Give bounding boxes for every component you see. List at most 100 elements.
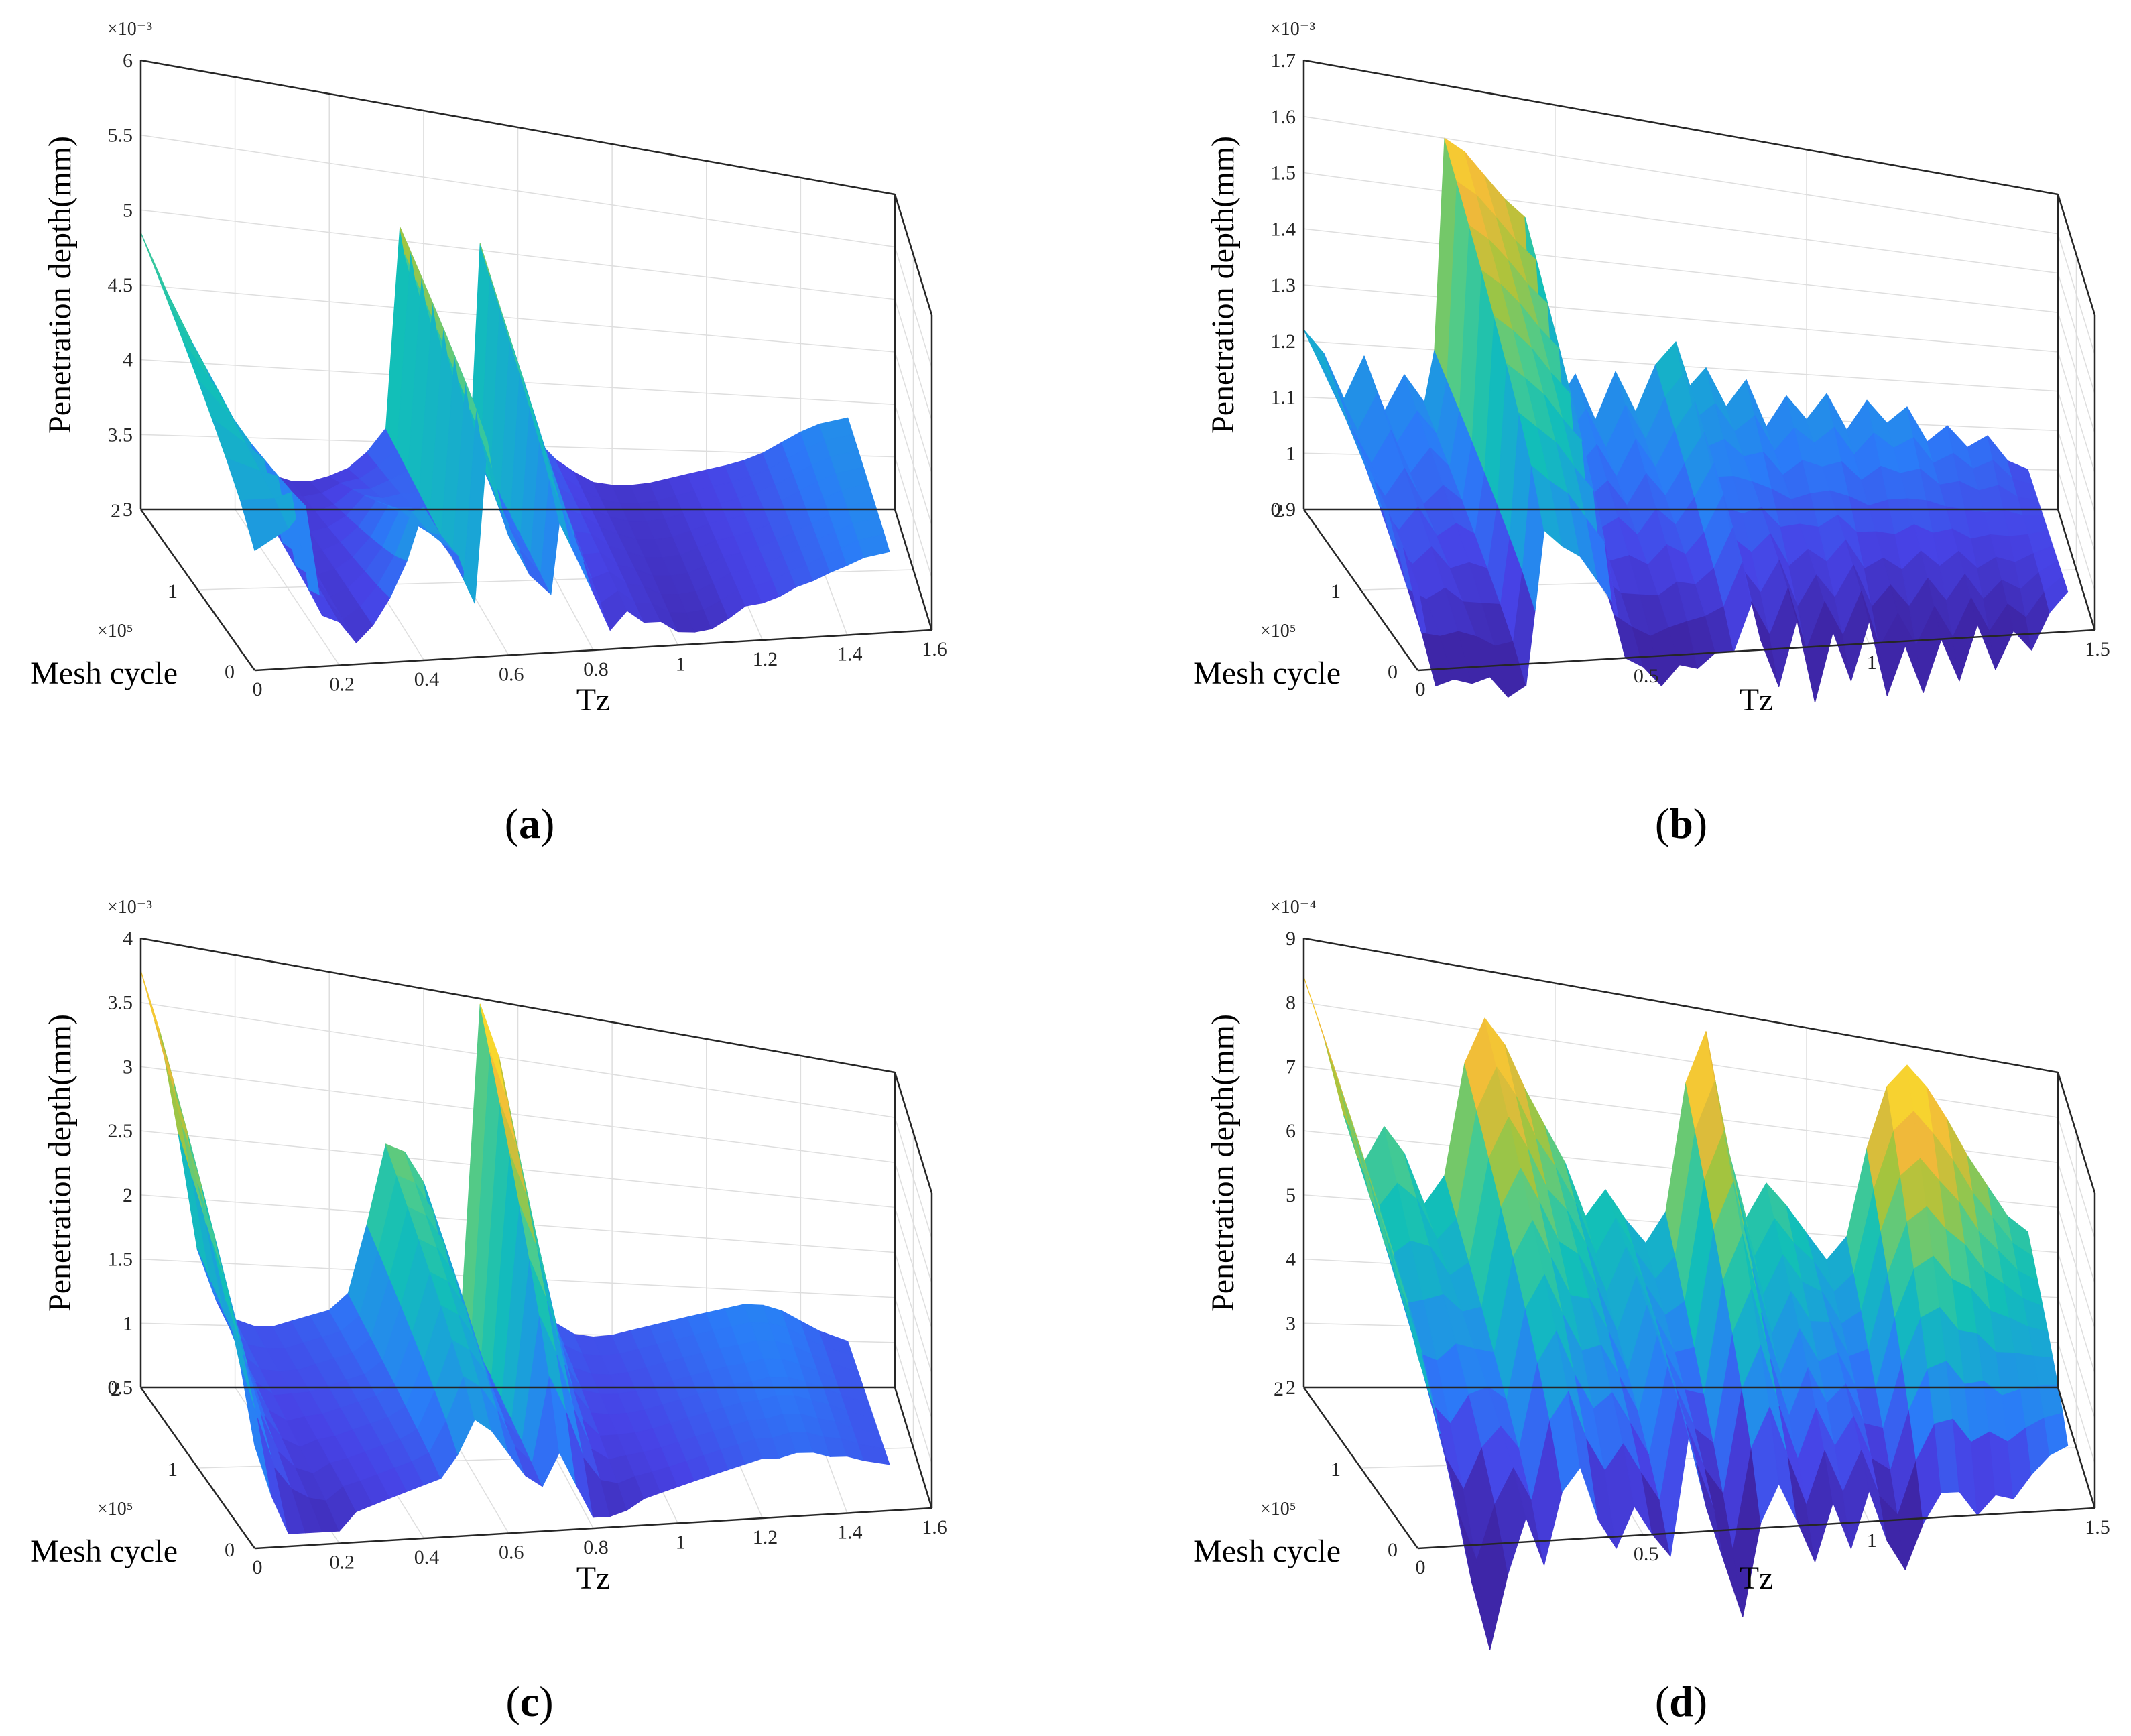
back-top-edge bbox=[1303, 59, 2059, 196]
right-top-edge bbox=[894, 1072, 933, 1194]
x-tick-label: 0.2 bbox=[330, 674, 355, 696]
z-gridline bbox=[140, 209, 932, 420]
axes-edges bbox=[139, 937, 933, 1550]
tick-labels: 0.5 1 1.5 2 2.5 3 3.5 4 0 0.2 0.4 0.6 0.8 1 1.2 1.4 1.6 0… bbox=[97, 897, 947, 1578]
back-top-edge bbox=[1303, 937, 2059, 1074]
z-gridline bbox=[1303, 116, 2095, 355]
x-tick-label: 1.6 bbox=[922, 638, 947, 660]
y-tick-label: 2 bbox=[111, 1378, 121, 1400]
z-tick-label: 4 bbox=[1286, 1249, 1296, 1271]
right-floor-edge bbox=[894, 1387, 933, 1509]
surface-patch bbox=[2044, 1412, 2069, 1456]
y-axis-line bbox=[1302, 1387, 1419, 1549]
x-tick-label: 1.5 bbox=[2085, 638, 2110, 660]
x-tick-label: 0.2 bbox=[330, 1552, 355, 1574]
x-tick-label: 0.8 bbox=[583, 658, 609, 680]
right-top-edge bbox=[894, 194, 933, 316]
x-axis-label: Tz bbox=[1740, 682, 1774, 718]
y-tick-label: 2 bbox=[1274, 500, 1284, 522]
z-tick-label: 1.5 bbox=[108, 1249, 133, 1271]
panel-d: 2 3 4 5 6 7 8 9 0 0.5 1 1.5 0 1 2 ×10⁻⁴ ×10⁵ Tz Mesh cycle… bbox=[1193, 897, 2110, 1650]
x-tick-label: 1.5 bbox=[2085, 1516, 2110, 1538]
right-floor-edge bbox=[2057, 1387, 2096, 1509]
x-tick-label: 1 bbox=[1867, 1530, 1877, 1552]
z-tick-label: 5 bbox=[1286, 1184, 1296, 1206]
x-tick-label: 1.2 bbox=[753, 648, 778, 670]
z-tick-label: 6 bbox=[123, 50, 133, 72]
y-tick-label: 1 bbox=[1331, 1459, 1341, 1481]
right-top-edge bbox=[2057, 194, 2096, 316]
x-tick-label: 1.4 bbox=[837, 643, 863, 666]
x-axis-label: Tz bbox=[576, 682, 611, 718]
z-axis-label: Penetration depth(mm) bbox=[42, 1014, 78, 1312]
z-axis-label: Penetration depth(mm) bbox=[1205, 136, 1241, 434]
surface-patch bbox=[858, 1443, 890, 1465]
z-tick-label: 1.2 bbox=[1271, 330, 1296, 353]
z-axis-label: Penetration depth(mm) bbox=[42, 136, 78, 434]
z-tick-label: 1.6 bbox=[1271, 106, 1296, 128]
z-gridline bbox=[140, 134, 932, 368]
z-gridline bbox=[140, 60, 932, 316]
surface bbox=[140, 970, 890, 1534]
tick-labels: 3 3.5 4 4.5 5 5.5 6 0 0.2 0.4 0.6 0.8 1 1.2 1.4 1.6 0 1 2 ×… bbox=[97, 19, 947, 700]
z-exponent: ×10⁻³ bbox=[107, 19, 152, 40]
y-tick-label: 0 bbox=[225, 661, 235, 683]
y-axis-label: Mesh cycle bbox=[30, 656, 178, 691]
y-exponent: ×10⁵ bbox=[97, 1499, 133, 1520]
back-top-edge bbox=[140, 59, 896, 196]
y-tick-label: 1 bbox=[1331, 580, 1341, 603]
y-tick-label: 2 bbox=[1274, 1378, 1284, 1400]
z-tick-label: 1.7 bbox=[1271, 50, 1296, 72]
y-tick-label: 0 bbox=[1388, 1539, 1398, 1561]
z-tick-label: 3.5 bbox=[108, 992, 133, 1014]
y-tick-label: 0 bbox=[1388, 661, 1398, 683]
x-tick-label: 0.6 bbox=[499, 1542, 524, 1564]
z-tick-label: 1.5 bbox=[1271, 162, 1296, 184]
x-tick-label: 0.5 bbox=[1634, 665, 1659, 687]
x-axis-line bbox=[254, 629, 932, 672]
z-exponent: ×10⁻³ bbox=[107, 897, 152, 918]
z-tick-label: 0.5 bbox=[108, 1377, 133, 1399]
z-exponent: ×10⁻³ bbox=[1270, 19, 1315, 40]
z-axis-label: Penetration depth(mm) bbox=[1205, 1014, 1241, 1312]
z-exponent: ×10⁻⁴ bbox=[1270, 897, 1316, 918]
surface bbox=[1303, 137, 2069, 703]
surface-patch bbox=[154, 267, 206, 369]
x-tick-label: 0 bbox=[253, 678, 263, 700]
y-tick-label: 0 bbox=[225, 1539, 235, 1561]
x-tick-label: 0.4 bbox=[414, 668, 440, 690]
right-floor-edge bbox=[894, 509, 933, 631]
x-axis-label: Tz bbox=[1740, 1560, 1774, 1596]
axes-edges bbox=[139, 59, 933, 672]
x-axis-line bbox=[1417, 629, 2095, 672]
z-tick-label: 1.1 bbox=[1271, 387, 1296, 409]
right-top-edge bbox=[2057, 1072, 2096, 1194]
x-tick-label: 0.5 bbox=[1634, 1543, 1659, 1565]
z-tick-label: 1.4 bbox=[1271, 218, 1296, 240]
z-tick-label: 2.5 bbox=[108, 1120, 133, 1142]
x-axis-line bbox=[1417, 1507, 2095, 1550]
y-axis-label: Mesh cycle bbox=[30, 1534, 178, 1569]
y-exponent: ×10⁵ bbox=[1260, 1499, 1296, 1520]
x-tick-label: 1.2 bbox=[753, 1526, 778, 1548]
y-axis-line bbox=[139, 509, 256, 671]
panel-a: 3 3.5 4 4.5 5 5.5 6 0 0.2 0.4 0.6 0.8 1 1.2 1.4 1.6 0 1 2 ×… bbox=[30, 19, 947, 718]
tick-labels: 2 3 4 5 6 7 8 9 0 0.5 1 1.5 0 1 2 ×10⁻⁴ ×10⁵ bbox=[1260, 897, 2110, 1578]
z-tick-label: 8 bbox=[1286, 992, 1296, 1014]
surface-patch bbox=[858, 534, 890, 558]
panel-label-b: (b) bbox=[1655, 800, 1707, 847]
z-tick-label: 5.5 bbox=[108, 125, 133, 147]
y-tick-label: 1 bbox=[168, 1459, 178, 1481]
panel-c: 0.5 1 1.5 2 2.5 3 3.5 4 0 0.2 0.4 0.6 0.8 1 1.2 1.4 1.6 0… bbox=[30, 897, 947, 1596]
y-exponent: ×10⁵ bbox=[97, 621, 133, 641]
z-tick-label: 4 bbox=[123, 928, 133, 950]
z-tick-label: 2 bbox=[123, 1184, 133, 1206]
y-axis-label: Mesh cycle bbox=[1193, 1534, 1341, 1569]
x-tick-label: 0 bbox=[1416, 1556, 1426, 1578]
z-tick-label: 2 bbox=[1286, 1377, 1296, 1399]
z-gridline bbox=[140, 1001, 932, 1239]
panel-b: 0.9 1 1.1 1.2 1.3 1.4 1.5 1.6 1.7 0 0.5 1 1.5 0 1 2 ×10⁻… bbox=[1193, 19, 2110, 718]
z-gridline bbox=[1303, 172, 2095, 394]
z-tick-label: 3 bbox=[123, 499, 133, 521]
z-tick-label: 3.5 bbox=[108, 424, 133, 446]
